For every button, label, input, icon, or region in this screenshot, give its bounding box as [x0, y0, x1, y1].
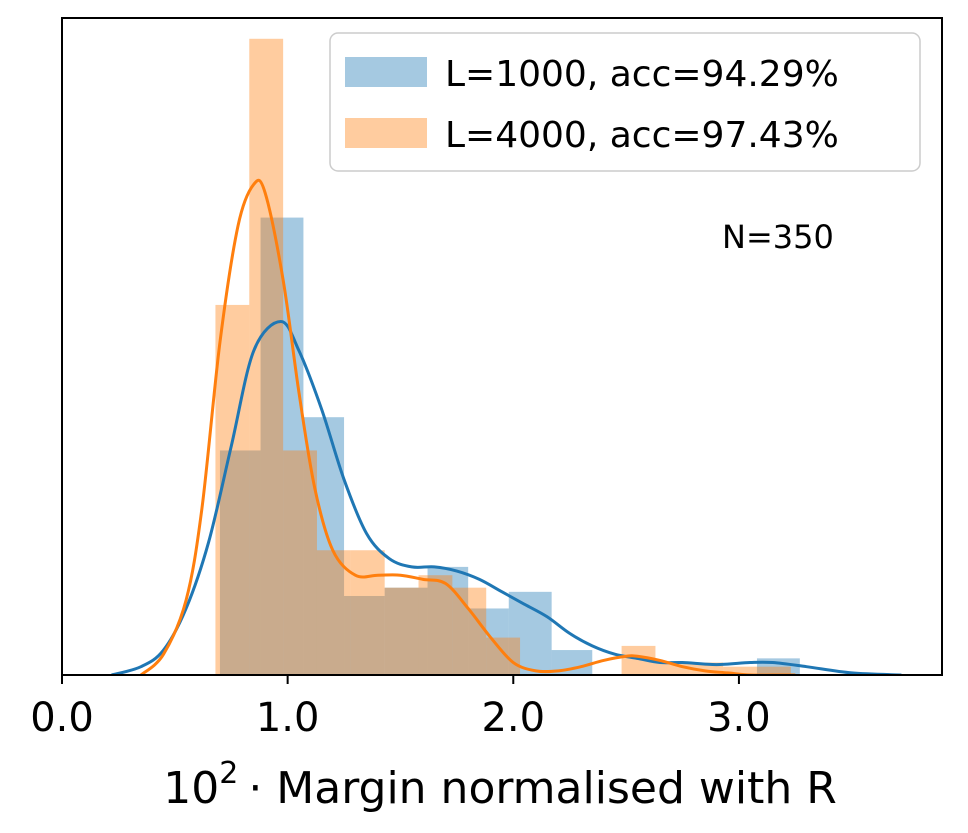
- hist-bar-series-1-bin-15: [723, 666, 757, 675]
- legend-box: [329, 32, 921, 172]
- x-tick-label-1: 1.0: [256, 695, 320, 741]
- hist-bar-series-1-bin-8: [486, 637, 521, 675]
- hist-bar-series-1-bin-3: [316, 550, 351, 675]
- hist-bar-series-1-bin-16: [756, 666, 791, 675]
- hist-bar-series-0-bin-4: [384, 587, 428, 675]
- legend-label-blue: L=1000, acc=94.29%: [445, 54, 839, 95]
- x-tick-label-0: 0.0: [30, 695, 94, 741]
- kde-line-series-1: [139, 178, 796, 675]
- x-axis-label: 102 · Margin normalised with R: [163, 756, 837, 814]
- hist-bar-series-0-bin-6: [468, 608, 509, 675]
- legend: L=1000, acc=94.29% L=4000, acc=97.43%: [329, 32, 921, 172]
- kde-layer: [111, 178, 902, 675]
- x-tick-label-3: 3.0: [707, 695, 771, 741]
- plot-frame: [61, 17, 943, 676]
- x-tick-label-2: 2.0: [481, 695, 545, 741]
- legend-swatch-orange: [345, 118, 427, 148]
- bars-layer: [215, 38, 800, 675]
- legend-swatch-blue: [345, 57, 427, 87]
- x-axis: 0.0 1.0 2.0 3.0: [30, 675, 771, 741]
- hist-bar-series-0-bin-1: [260, 217, 304, 675]
- hist-bar-series-1-bin-6: [418, 575, 453, 675]
- hist-bar-series-0-bin-0: [219, 450, 261, 675]
- hist-bar-series-0-bin-3: [344, 595, 385, 675]
- hist-bar-series-1-bin-2: [283, 450, 317, 675]
- kde-line-series-0: [111, 320, 902, 675]
- hist-bar-series-1-bin-7: [452, 587, 487, 675]
- legend-label-orange: L=4000, acc=97.43%: [445, 115, 839, 156]
- hist-bar-series-1-bin-5: [384, 587, 419, 675]
- n-annotation: N=350: [722, 218, 834, 256]
- hist-bar-series-1-bin-1: [249, 38, 284, 675]
- hist-bar-series-1-bin-4: [350, 550, 385, 675]
